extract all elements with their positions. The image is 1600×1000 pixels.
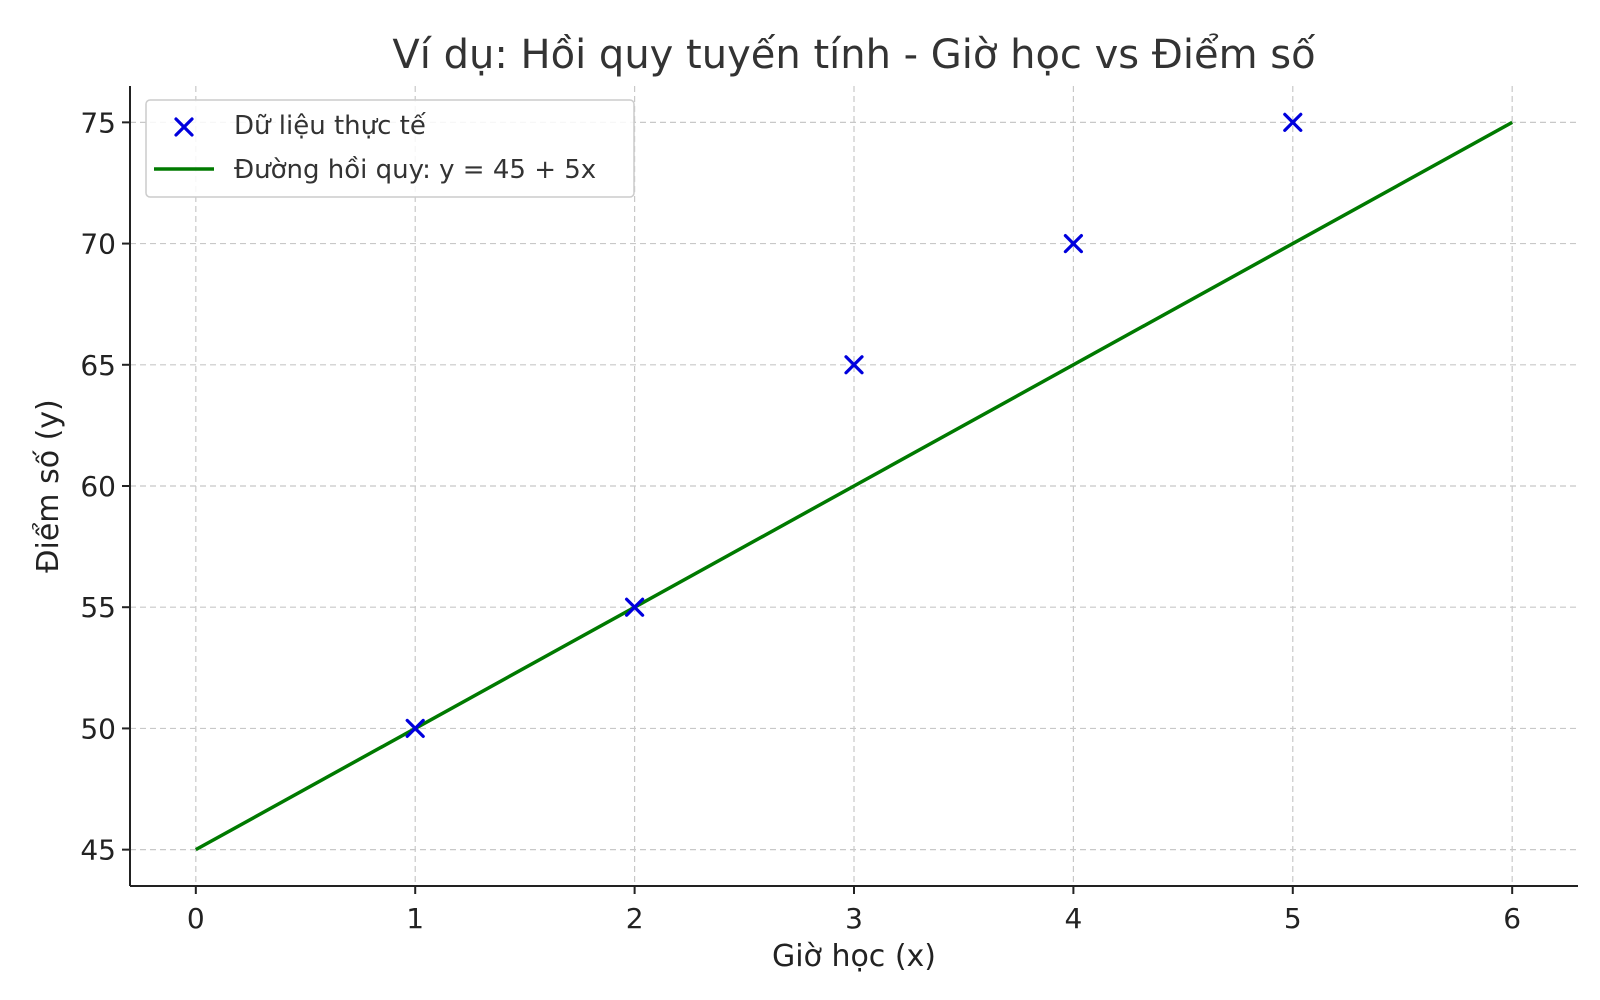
y-tick-label: 60 <box>80 470 116 503</box>
legend-label-scatter: Dữ liệu thực tế <box>234 111 426 141</box>
scatter-point <box>625 597 645 617</box>
x-tick-label: 3 <box>845 902 863 935</box>
x-tick-label: 4 <box>1064 902 1082 935</box>
x-tick-label: 5 <box>1284 902 1302 935</box>
x-axis-ticks: 0 1 2 3 4 5 6 <box>187 886 1521 935</box>
legend-label-line: Đường hồi quy: y = 45 + 5x <box>234 155 596 185</box>
legend: Dữ liệu thực tế Đường hồi quy: y = 45 + … <box>145 99 635 198</box>
scatter-point <box>1283 112 1303 132</box>
scatter-point <box>1063 233 1083 254</box>
scatter-point <box>844 355 864 375</box>
y-axis-ticks: 45 50 55 60 65 70 75 <box>80 106 130 867</box>
x-tick-label: 0 <box>187 902 205 935</box>
x-tick-label: 6 <box>1503 902 1521 935</box>
y-tick-label: 55 <box>80 591 116 624</box>
legend-marker-scatter <box>174 117 194 137</box>
y-tick-label: 45 <box>80 834 116 867</box>
y-tick-label: 70 <box>80 228 116 261</box>
legend-box <box>145 99 635 198</box>
x-axis-label: Giờ học (x) <box>772 939 936 974</box>
x-tick-label: 1 <box>406 902 424 935</box>
scatter-points-group <box>405 112 1303 739</box>
y-tick-label: 75 <box>80 106 116 139</box>
scatter-point <box>405 718 425 739</box>
y-axis-label: Điểm số (y) <box>30 399 66 572</box>
y-tick-label: 65 <box>80 349 116 382</box>
x-tick-label: 2 <box>626 902 644 935</box>
chart-title: Ví dụ: Hồi quy tuyến tính - Giờ học vs Đ… <box>392 32 1316 78</box>
y-tick-label: 50 <box>80 712 116 745</box>
